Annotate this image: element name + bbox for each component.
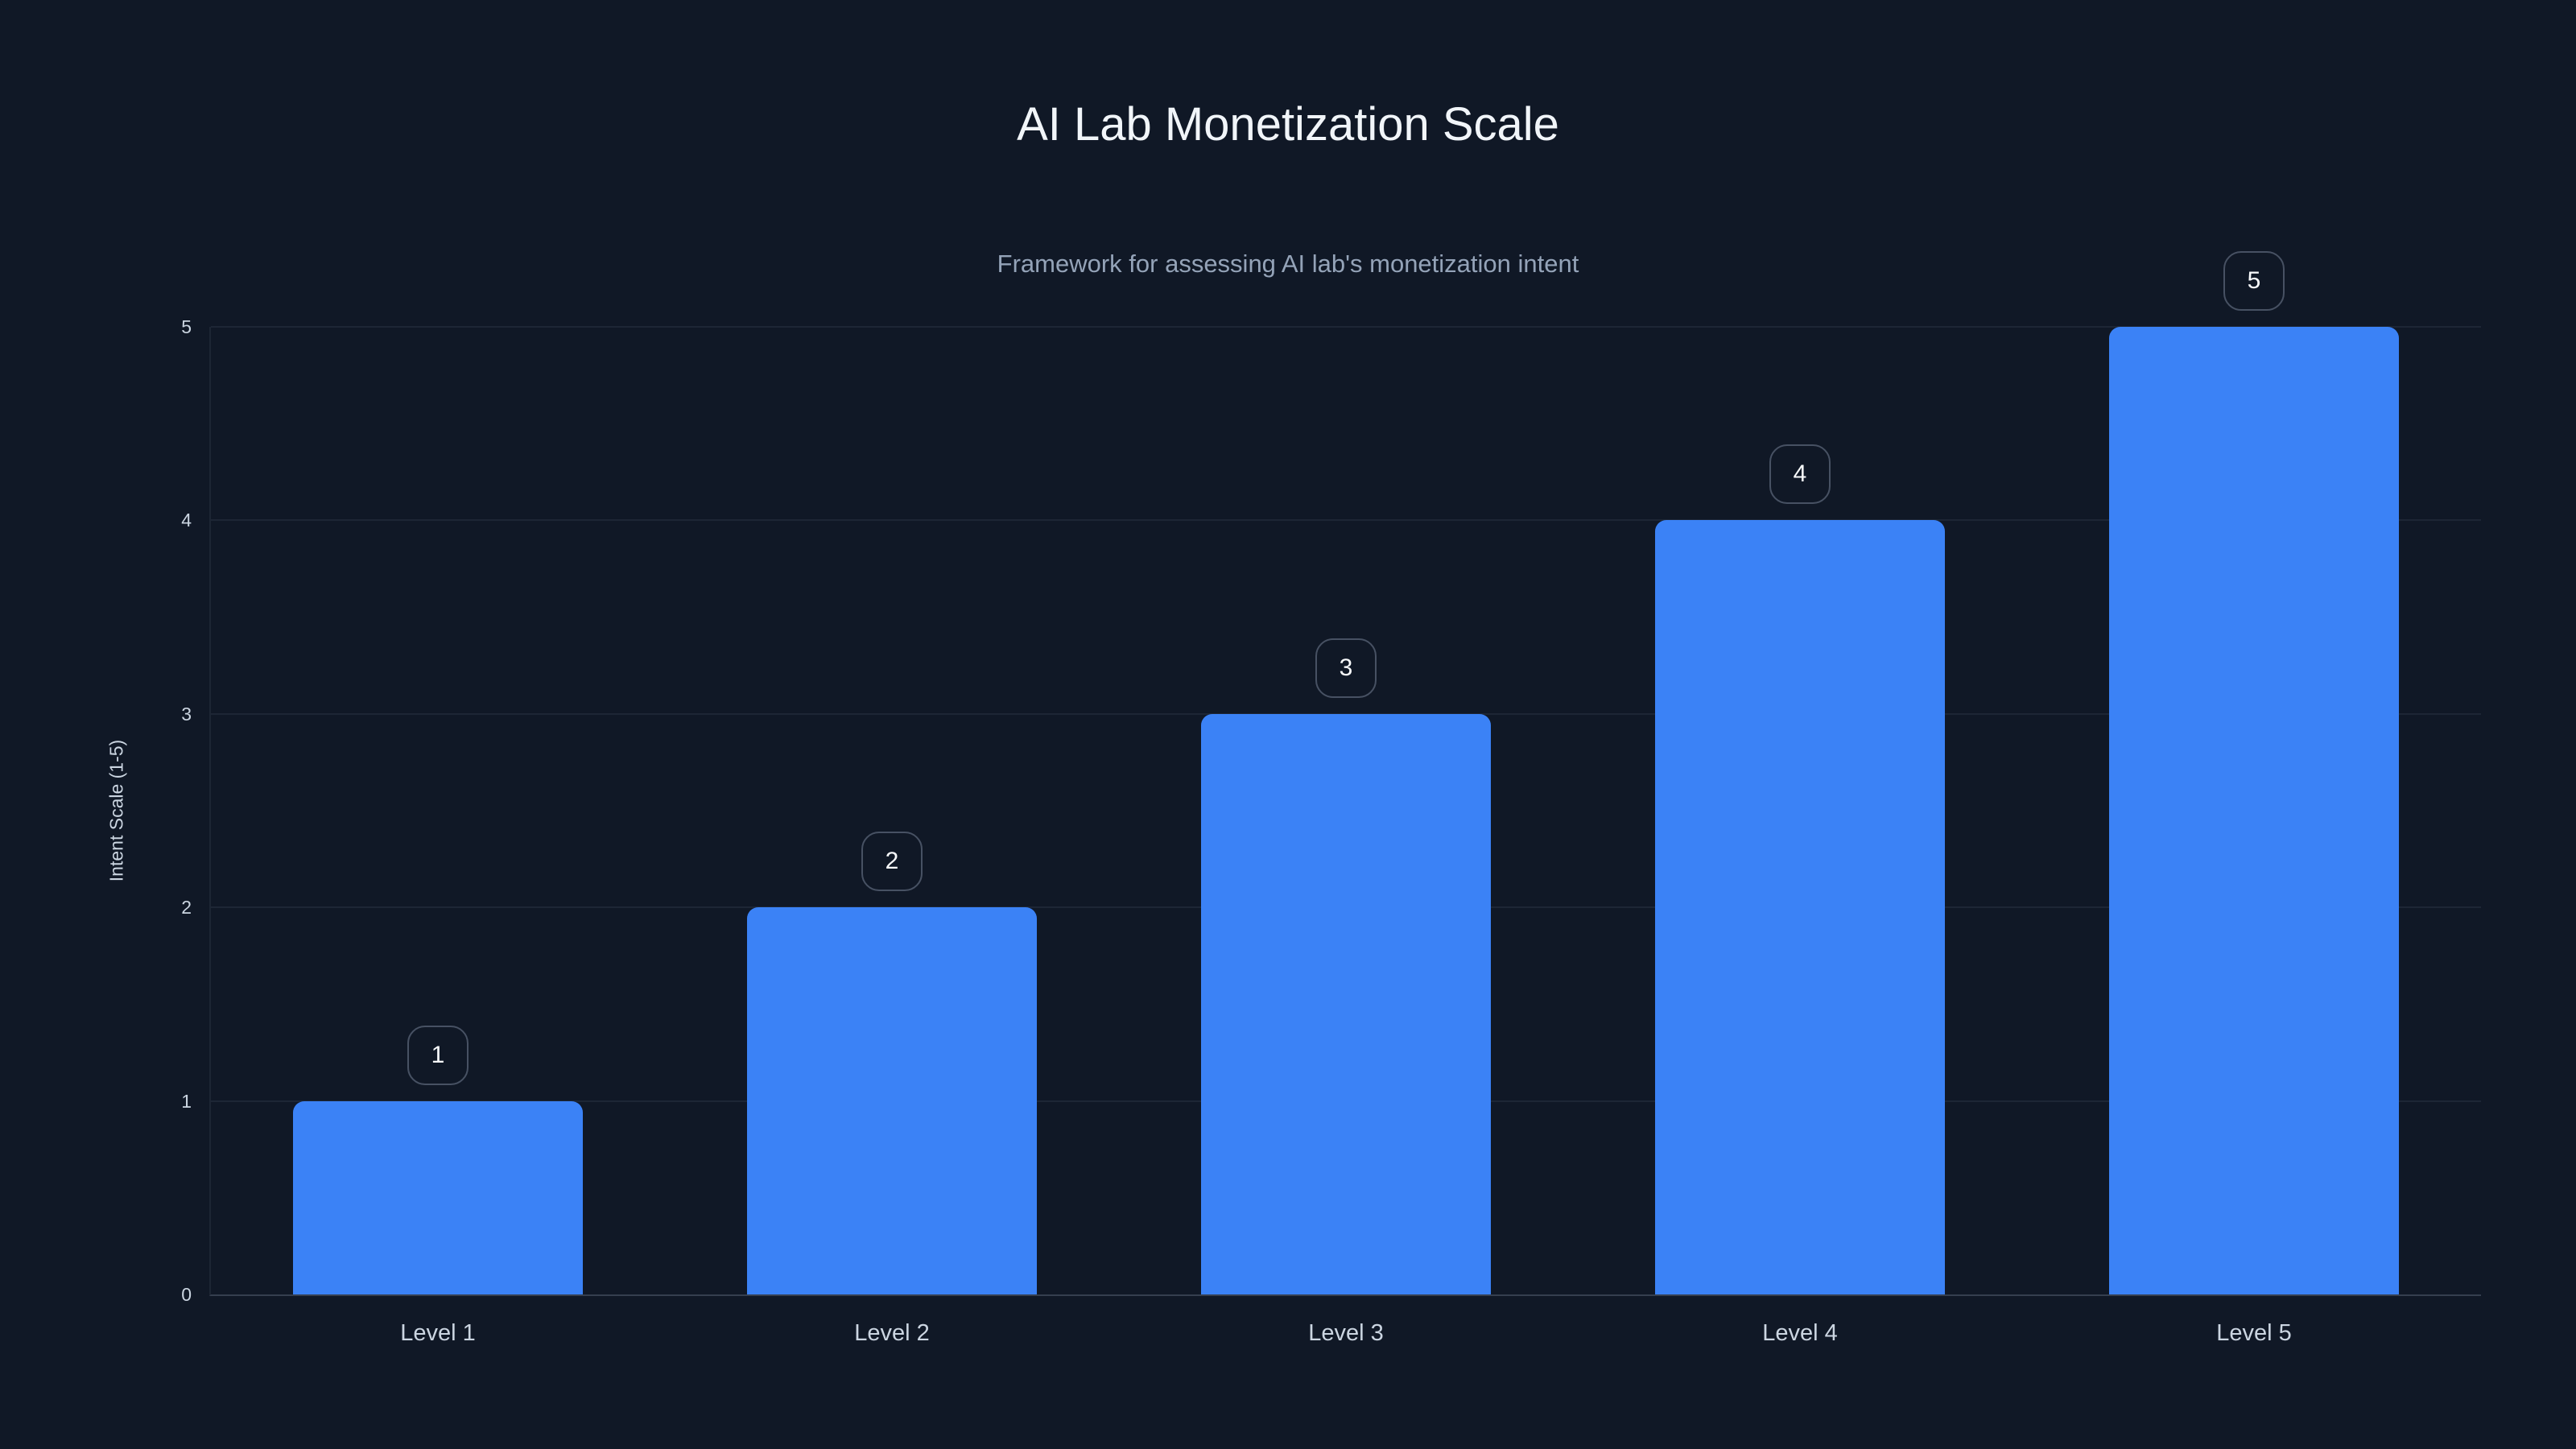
bar-group-5: 5 Level 5	[2027, 251, 2481, 1346]
bar-level-5[interactable]	[2109, 327, 2399, 1294]
value-badge-5: 5	[2223, 251, 2285, 311]
gridline-y-3	[211, 712, 2481, 715]
bar-group-2: 2 Level 2	[665, 327, 1119, 1346]
y-tick-label-1: 1	[181, 1090, 192, 1112]
y-tick-label-5: 5	[181, 316, 192, 337]
bar-level-3[interactable]	[1201, 713, 1491, 1294]
gridline-y-4	[211, 519, 2481, 522]
x-axis-label-3: Level 3	[1308, 1320, 1384, 1346]
value-badge-3: 3	[1315, 638, 1377, 698]
chart-subtitle: Framework for assessing AI lab's monetiz…	[997, 250, 1579, 278]
bar-group-3: 3 Level 3	[1119, 327, 1573, 1346]
y-tick-label-3: 3	[181, 703, 192, 724]
y-tick-label-0: 0	[181, 1284, 192, 1305]
bar-group-4: 4 Level 4	[1573, 327, 2027, 1346]
y-tick-label-2: 2	[181, 897, 192, 919]
value-badge-4: 4	[1769, 444, 1831, 505]
x-axis-label-1: Level 1	[400, 1320, 476, 1346]
bar-level-2[interactable]	[747, 907, 1037, 1294]
gridline-y-5	[211, 326, 2481, 328]
bar-level-4[interactable]	[1655, 520, 1945, 1294]
y-tick-label-4: 4	[181, 510, 192, 531]
value-badge-2: 2	[861, 832, 923, 892]
bar-group-1: 1 Level 1	[211, 327, 665, 1346]
x-axis-label-2: Level 2	[854, 1320, 930, 1346]
chart-title: AI Lab Monetization Scale	[1017, 98, 1559, 151]
value-badge-1: 1	[407, 1025, 469, 1085]
plot-area: 0 1 2 3 4 5 1 Level 1 2 Level 2 3 Level 3 4 Level 4 5 L…	[181, 251, 2481, 1346]
bar-level-1[interactable]	[293, 1100, 583, 1294]
y-axis-title: Intent Scale (1-5)	[105, 739, 127, 882]
x-axis-label-5: Level 5	[2216, 1320, 2292, 1346]
x-axis-label-4: Level 4	[1762, 1320, 1838, 1346]
